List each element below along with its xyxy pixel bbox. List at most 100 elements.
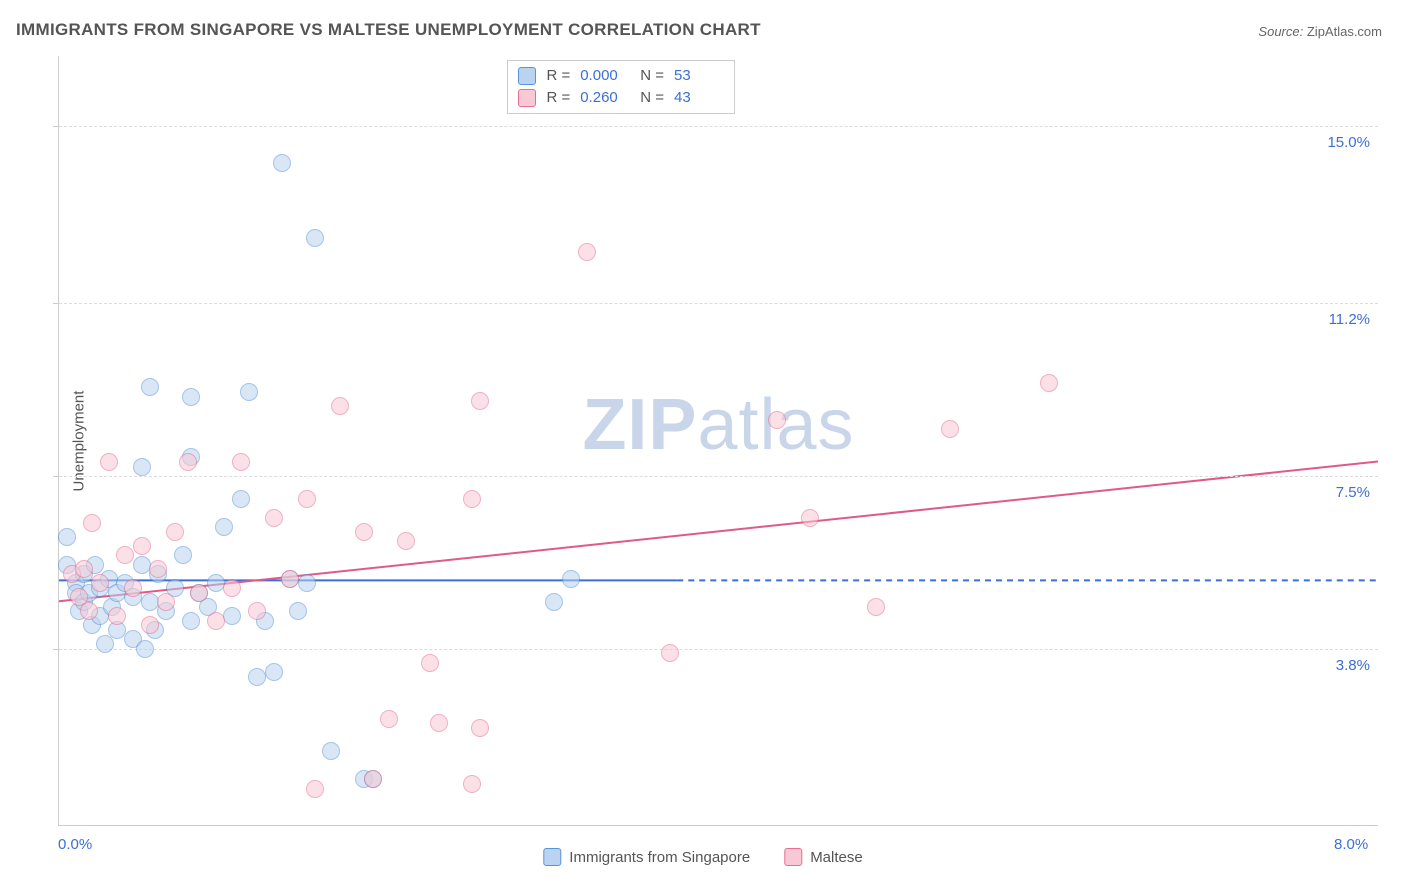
scatter-point-maltese	[149, 560, 167, 578]
scatter-point-maltese	[124, 579, 142, 597]
scatter-point-singapore	[174, 546, 192, 564]
scatter-point-maltese	[133, 537, 151, 555]
legend-swatch	[784, 848, 802, 866]
scatter-point-maltese	[190, 584, 208, 602]
scatter-point-maltese	[141, 616, 159, 634]
scatter-point-maltese	[471, 392, 489, 410]
scatter-point-maltese	[471, 719, 489, 737]
gridline	[59, 649, 1378, 650]
chart-source: Source: ZipAtlas.com	[1258, 24, 1382, 39]
scatter-point-maltese	[306, 780, 324, 798]
scatter-point-maltese	[331, 397, 349, 415]
scatter-point-singapore	[223, 607, 241, 625]
top-legend: R = 0.000 N = 53R = 0.260 N = 43	[507, 60, 735, 114]
y-tickmark	[53, 649, 59, 650]
bottom-legend-item: Immigrants from Singapore	[543, 848, 750, 866]
y-tickmark	[53, 303, 59, 304]
scatter-point-maltese	[232, 453, 250, 471]
scatter-point-singapore	[133, 458, 151, 476]
scatter-point-maltese	[166, 523, 184, 541]
scatter-point-singapore	[322, 742, 340, 760]
legend-n-value: 43	[674, 87, 724, 109]
scatter-point-singapore	[273, 154, 291, 172]
legend-r-value: 0.000	[580, 65, 630, 87]
y-tickmark	[53, 126, 59, 127]
gridline	[59, 476, 1378, 477]
legend-r-value: 0.260	[580, 87, 630, 109]
scatter-point-singapore	[215, 518, 233, 536]
scatter-point-singapore	[265, 663, 283, 681]
y-tick-label: 11.2%	[1329, 311, 1370, 328]
chart-title: IMMIGRANTS FROM SINGAPORE VS MALTESE UNE…	[16, 20, 761, 40]
scatter-point-maltese	[364, 770, 382, 788]
scatter-point-maltese	[355, 523, 373, 541]
scatter-point-maltese	[75, 560, 93, 578]
scatter-point-singapore	[58, 528, 76, 546]
scatter-point-singapore	[289, 602, 307, 620]
scatter-point-maltese	[1040, 374, 1058, 392]
scatter-point-maltese	[941, 420, 959, 438]
scatter-point-maltese	[380, 710, 398, 728]
scatter-point-maltese	[265, 509, 283, 527]
scatter-point-singapore	[298, 574, 316, 592]
scatter-point-maltese	[223, 579, 241, 597]
scatter-point-singapore	[545, 593, 563, 611]
gridline	[59, 303, 1378, 304]
scatter-point-maltese	[116, 546, 134, 564]
trend-lines-svg	[59, 56, 1378, 825]
scatter-point-maltese	[248, 602, 266, 620]
scatter-point-maltese	[179, 453, 197, 471]
legend-series-label: Immigrants from Singapore	[569, 849, 750, 866]
top-legend-row: R =0.000N =53	[518, 65, 724, 87]
scatter-point-maltese	[578, 243, 596, 261]
scatter-point-maltese	[207, 612, 225, 630]
scatter-point-singapore	[240, 383, 258, 401]
scatter-point-maltese	[80, 602, 98, 620]
legend-swatch	[543, 848, 561, 866]
legend-r-label: R =	[546, 87, 570, 109]
scatter-point-singapore	[248, 668, 266, 686]
watermark-zip: ZIP	[582, 385, 697, 465]
scatter-point-maltese	[463, 775, 481, 793]
legend-n-value: 53	[674, 65, 724, 87]
scatter-point-maltese	[397, 532, 415, 550]
source-value-text: ZipAtlas.com	[1307, 24, 1382, 39]
source-label-text: Source:	[1258, 24, 1303, 39]
scatter-point-maltese	[281, 570, 299, 588]
y-tickmark	[53, 476, 59, 477]
scatter-point-singapore	[232, 490, 250, 508]
legend-series-label: Maltese	[810, 849, 863, 866]
y-tick-label: 3.8%	[1336, 657, 1370, 674]
x-tick-label: 0.0%	[58, 836, 92, 853]
scatter-point-maltese	[661, 644, 679, 662]
scatter-point-maltese	[801, 509, 819, 527]
scatter-point-singapore	[133, 556, 151, 574]
scatter-point-maltese	[298, 490, 316, 508]
scatter-point-maltese	[108, 607, 126, 625]
scatter-point-maltese	[421, 654, 439, 672]
scatter-point-singapore	[182, 388, 200, 406]
scatter-point-maltese	[83, 514, 101, 532]
scatter-point-maltese	[867, 598, 885, 616]
scatter-point-singapore	[141, 593, 159, 611]
y-tick-label: 15.0%	[1327, 134, 1370, 151]
scatter-point-singapore	[141, 378, 159, 396]
x-tick-label: 8.0%	[1334, 836, 1368, 853]
bottom-legend-item: Maltese	[784, 848, 863, 866]
scatter-point-singapore	[182, 612, 200, 630]
watermark: ZIPatlas	[582, 384, 854, 466]
scatter-point-maltese	[91, 574, 109, 592]
scatter-point-maltese	[100, 453, 118, 471]
scatter-point-maltese	[463, 490, 481, 508]
plot-area: ZIPatlas 3.8% 7.5% 11.2% 15.0%	[59, 56, 1378, 825]
scatter-point-maltese	[768, 411, 786, 429]
scatter-point-singapore	[562, 570, 580, 588]
legend-r-label: R =	[546, 65, 570, 87]
scatter-point-singapore	[207, 574, 225, 592]
y-tick-label: 7.5%	[1336, 484, 1370, 501]
top-legend-row: R = 0.260 N = 43	[518, 87, 724, 109]
legend-n-label: N =	[640, 87, 664, 109]
scatter-point-maltese	[157, 593, 175, 611]
trend-line-maltese	[59, 461, 1378, 601]
scatter-point-singapore	[306, 229, 324, 247]
